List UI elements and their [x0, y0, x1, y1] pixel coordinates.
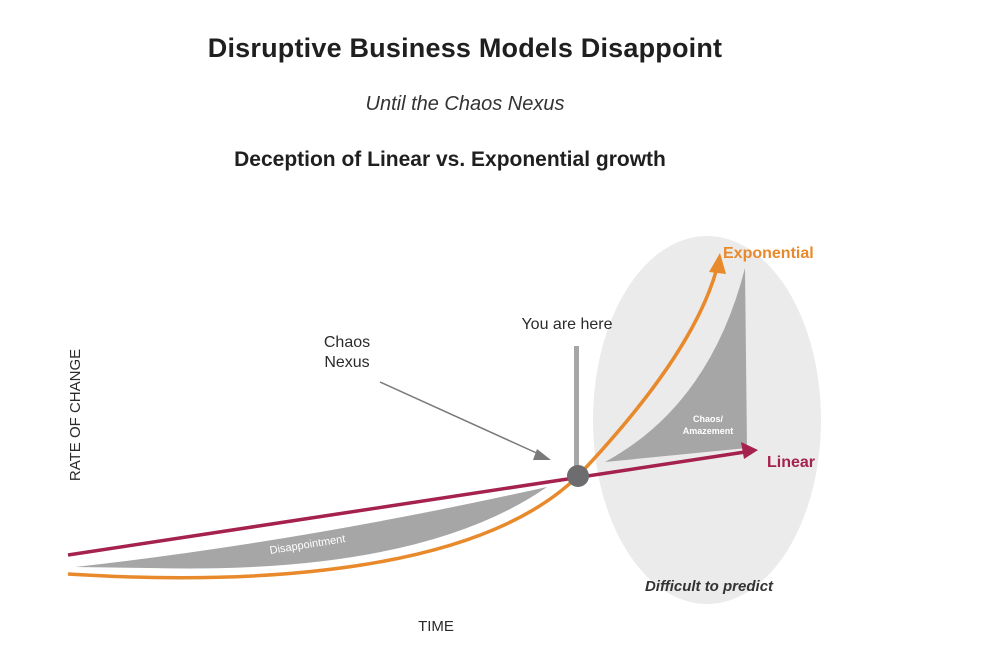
exponential-curve	[67, 267, 719, 580]
exponential-arrowhead	[709, 253, 726, 274]
disappointment-area	[75, 487, 547, 569]
chaos-nexus-label-line2: Nexus	[324, 354, 369, 371]
chaos-amazement-area	[605, 268, 747, 462]
you-are-here-label: You are here	[521, 316, 612, 333]
chaos-nexus-arrowhead	[533, 449, 551, 460]
you-are-here-marker	[574, 346, 579, 474]
chaos-nexus-label-line1: Chaos	[324, 334, 370, 351]
difficult-to-predict-label: Difficult to predict	[645, 578, 774, 595]
linear-line	[67, 450, 746, 557]
y-axis-label: RATE OF CHANGE	[67, 349, 84, 481]
chaos-amazement-label-line1: Chaos/	[693, 414, 724, 424]
page-subtitle: Until the Chaos Nexus	[365, 93, 565, 115]
linear-arrowhead	[741, 442, 758, 459]
chaos-nexus-pointer	[379, 381, 542, 456]
diagram-heading: Deception of Linear vs. Exponential grow…	[234, 148, 666, 171]
x-axis-label: TIME	[418, 618, 454, 635]
chaos-nexus-dot	[567, 465, 589, 487]
chaos-amazement-label-line2: Amazement	[683, 426, 734, 436]
exponential-label: Exponential	[723, 245, 814, 262]
linear-label: Linear	[767, 454, 815, 471]
page-title: Disruptive Business Models Disappoint	[207, 33, 723, 63]
